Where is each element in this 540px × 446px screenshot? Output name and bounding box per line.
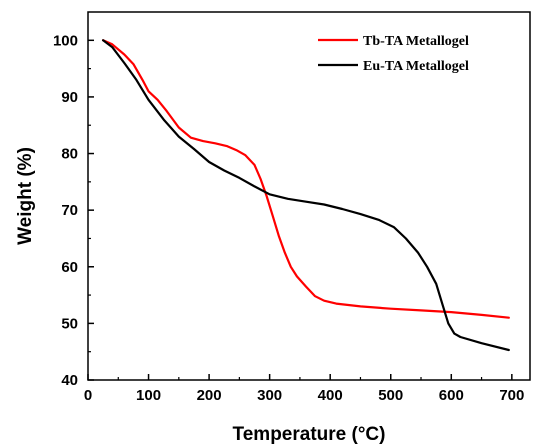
legend: Tb-TA Metallogel Eu-TA Metallogel [318,34,469,74]
x-tick-label: 600 [439,387,464,404]
x-tick-label: 300 [257,387,282,404]
x-tick-label: 200 [197,387,222,404]
y-tick-label: 100 [53,32,78,49]
x-tick-label: 100 [136,387,161,404]
y-tick-label: 80 [61,146,78,163]
y-axis-label: Weight (%) [15,147,36,245]
legend-label-eu: Eu-TA Metallogel [363,59,469,74]
x-axis-label: Temperature (°C) [233,424,386,445]
series-lines [101,39,510,352]
y-tick-label: 50 [61,315,78,332]
x-tick-label: 400 [318,387,343,404]
series-line-tb-ta [101,39,510,319]
plot-area: 0 100 200 300 400 500 600 700 40 50 60 70 80 90 100 [53,11,531,404]
plot-frame [87,11,531,381]
x-tick-label: 0 [84,387,92,404]
legend-label-tb: Tb-TA Metallogel [363,34,469,49]
x-tick-label: 700 [499,387,524,404]
y-tick-label: 40 [61,372,78,389]
y-tick-label: 90 [61,89,78,106]
x-tick-label: 500 [378,387,403,404]
y-tick-label: 70 [61,202,78,219]
y-tick-label: 60 [61,259,78,276]
series-line-eu-ta [101,39,510,352]
axis-ticks: 0 100 200 300 400 500 600 700 40 50 60 70 80 90 100 [53,32,524,404]
